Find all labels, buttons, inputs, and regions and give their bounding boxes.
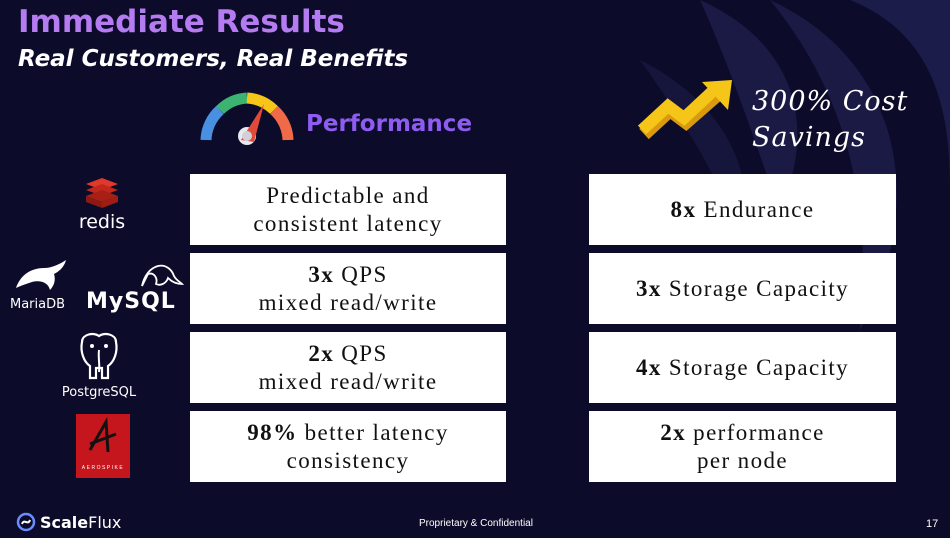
seal-icon (16, 260, 66, 290)
box-line-1: Storage Capacity (661, 354, 850, 380)
savings-line-2: Savings (752, 122, 867, 153)
cost-savings-text: 300% Cost Savings (752, 84, 950, 156)
box-metric: 2x (660, 419, 687, 445)
mysql-logo: MySQL (86, 262, 185, 314)
box-metric: 8x (670, 196, 697, 222)
box-line-1: Storage Capacity (661, 275, 850, 301)
left-box-4: 98% better latency consistency (190, 411, 506, 482)
box-metric: 4x (635, 354, 662, 380)
page-title: Immediate Results (18, 4, 345, 40)
box-line-2: consistent latency (253, 210, 443, 236)
postgresql-logo: PostgreSQL (54, 332, 144, 400)
box-metric: 3x (308, 261, 335, 287)
performance-label: Performance (306, 111, 473, 137)
aerospike-logo: AEROSPIKE (76, 414, 130, 478)
box-metric: 98% (247, 419, 298, 445)
mariadb-wordmark: MariaDB (10, 297, 66, 312)
aerospike-wordmark: AEROSPIKE (81, 465, 125, 471)
page-number: 17 (926, 518, 939, 530)
right-box-1: 8x Endurance (589, 174, 896, 245)
mariadb-logo: MariaDB (10, 258, 80, 312)
confidential-note: Proprietary & Confidential (419, 518, 533, 529)
scaleflux-logo: ScaleFlux (16, 512, 121, 532)
redis-logo: redis (76, 178, 128, 233)
box-line-1: performance (686, 419, 825, 445)
box-metric: 3x (635, 275, 662, 301)
rising-arrow-icon (637, 80, 732, 140)
redis-wordmark: redis (78, 211, 126, 233)
savings-line-1: 300% Cost (752, 86, 909, 117)
box-line-1: Predictable and (266, 182, 430, 208)
brand-rest: Flux (88, 512, 122, 532)
box-line-2: mixed read/write (258, 368, 438, 394)
left-box-1: Predictable and consistent latency (190, 174, 506, 245)
brand-bold: Scale (40, 512, 89, 532)
box-metric: 2x (308, 340, 335, 366)
mysql-wordmark: MySQL (86, 289, 176, 314)
aerospike-mark-icon (88, 416, 117, 453)
left-box-3: 2x QPS mixed read/write (190, 332, 506, 403)
box-line-2: mixed read/write (258, 289, 438, 315)
right-box-4: 2x performance per node (589, 411, 896, 482)
page-subtitle: Real Customers, Real Benefits (18, 46, 409, 72)
gauge-icon (200, 92, 294, 145)
box-line-2: consistency (286, 447, 410, 473)
right-box-2: 3x Storage Capacity (589, 253, 896, 324)
dolphin-icon (141, 264, 185, 287)
redis-cube-icon (86, 178, 118, 208)
box-line-2: per node (696, 447, 788, 473)
box-line-1: QPS (334, 261, 388, 287)
left-box-2: 3x QPS mixed read/write (190, 253, 506, 324)
postgresql-wordmark: PostgreSQL (61, 385, 137, 400)
box-line-1: Endurance (696, 196, 815, 222)
right-box-3: 4x Storage Capacity (589, 332, 896, 403)
box-line-1: better latency (297, 419, 449, 445)
elephant-icon (80, 332, 118, 380)
box-line-1: QPS (334, 340, 388, 366)
scaleflux-mark-icon (16, 512, 36, 532)
